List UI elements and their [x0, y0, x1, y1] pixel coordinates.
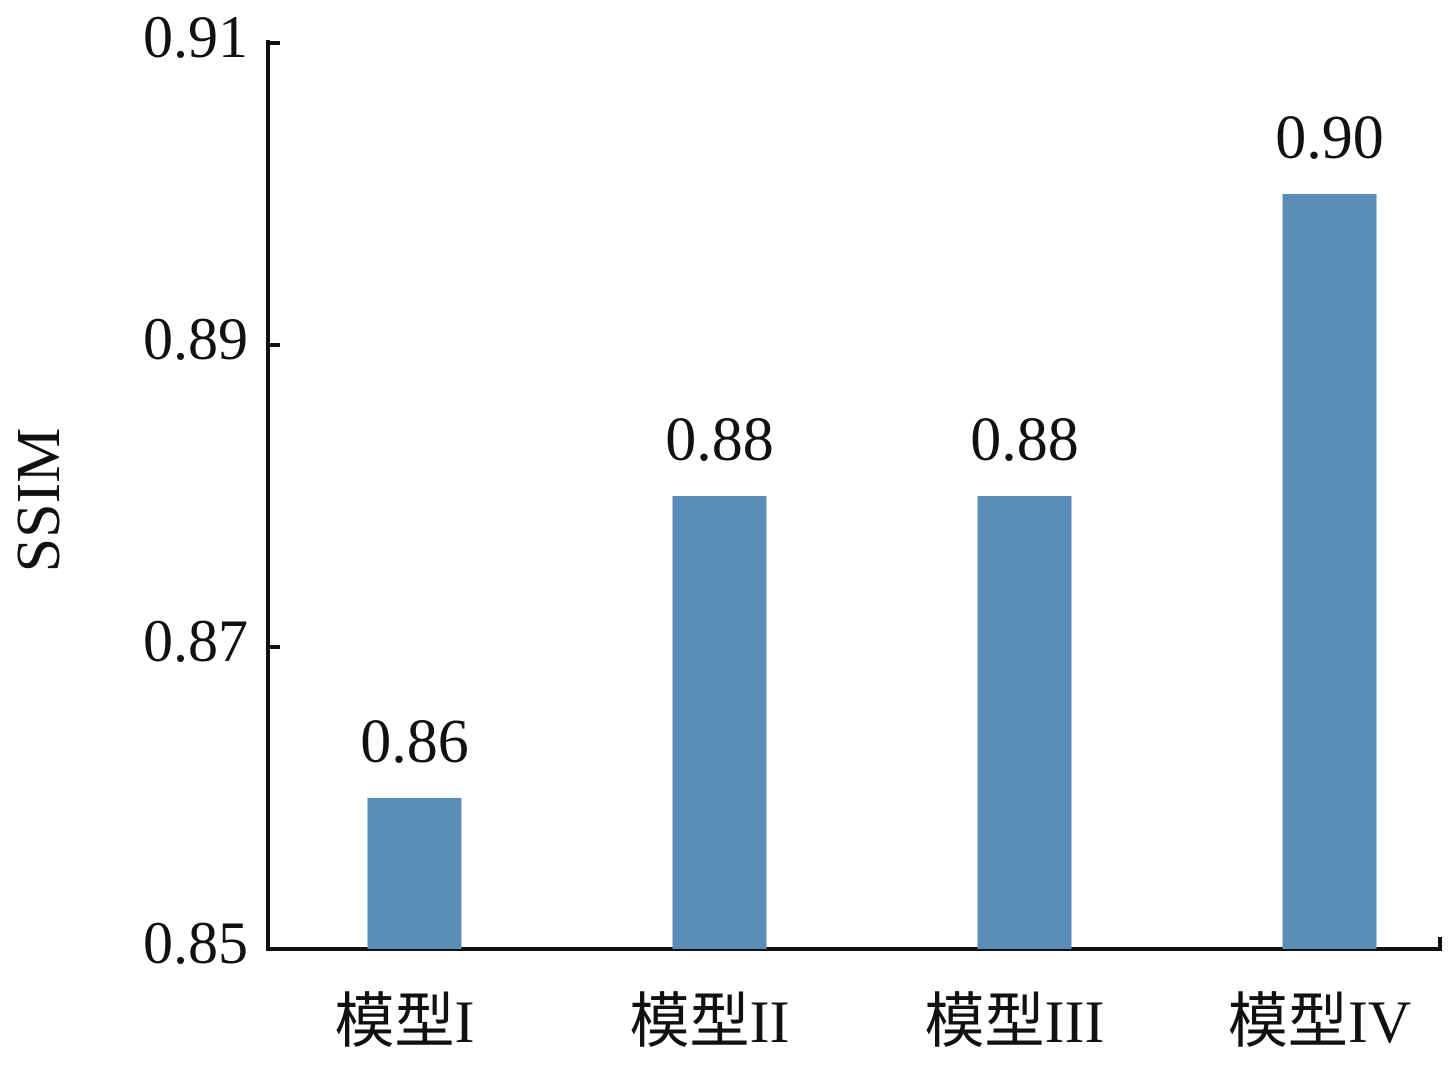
- y-tick-label: 0.89: [143, 306, 248, 372]
- bar: [367, 798, 462, 949]
- value-label: 0.88: [665, 406, 774, 474]
- bar: [672, 496, 767, 949]
- y-tick-label: 0.85: [143, 910, 248, 976]
- y-tick-label: 0.87: [143, 608, 248, 674]
- x-tick-label: 模型II: [630, 989, 790, 1055]
- bar: [1282, 194, 1377, 949]
- value-label: 0.90: [1275, 104, 1384, 172]
- value-label: 0.86: [360, 708, 469, 776]
- bar: [977, 496, 1072, 949]
- x-tick-label: 模型IV: [1228, 989, 1411, 1055]
- x-tick-label: 模型III: [925, 989, 1105, 1055]
- value-label: 0.88: [970, 406, 1079, 474]
- x-tick-label: 模型I: [335, 989, 475, 1055]
- axes: [266, 40, 1442, 951]
- y-axis-label: SSIM: [5, 428, 73, 573]
- y-tick-label: 0.91: [143, 4, 248, 70]
